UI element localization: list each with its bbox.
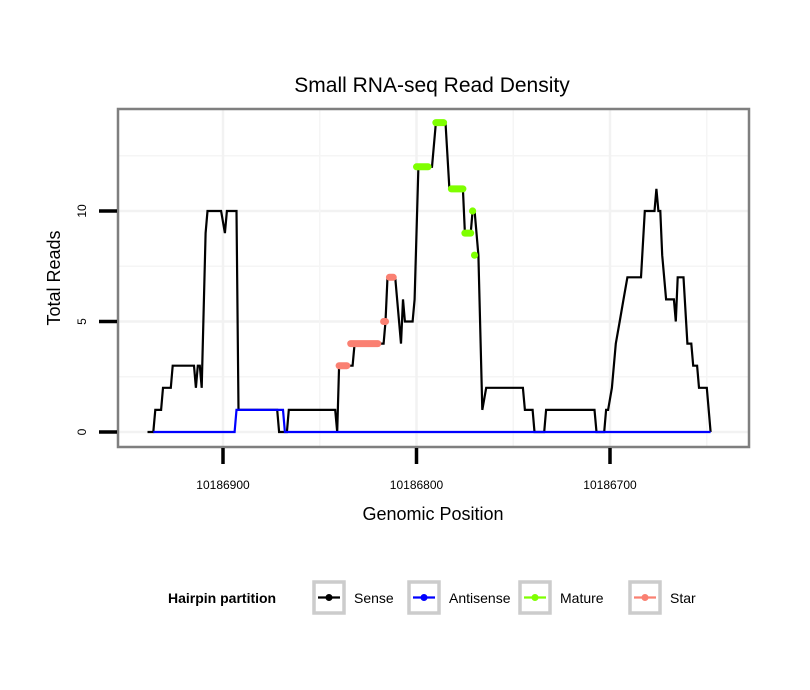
legend-title: Hairpin partition: [168, 590, 276, 606]
chart-title: Small RNA-seq Read Density: [294, 74, 570, 97]
x-tick-label: 10186800: [390, 478, 444, 492]
plot-panel: [116, 107, 751, 449]
legend-key-point: [641, 594, 649, 601]
legend-item-star: Star: [628, 580, 696, 615]
legend-label: Mature: [560, 590, 604, 606]
legend-label: Antisense: [449, 590, 511, 606]
x-axis: 10186900 10186800 10186700: [196, 448, 637, 492]
series-point-mature: [469, 207, 477, 215]
legend-item-antisense: Antisense: [407, 580, 511, 615]
legend-item-sense: Sense: [312, 580, 394, 615]
y-tick-label: 10: [75, 204, 89, 218]
x-axis-title: Genomic Position: [362, 504, 503, 524]
y-tick-label: 5: [75, 318, 89, 325]
series-line-sense: [147, 121, 712, 434]
legend-label: Sense: [354, 590, 394, 606]
y-axis: 0 5 10: [75, 204, 117, 435]
series-point-mature: [470, 251, 479, 259]
panel-border: [116, 107, 751, 449]
legend: Hairpin partition Sense Antisense Mature St…: [168, 580, 696, 615]
legend-entries: Sense Antisense Mature Star: [312, 580, 696, 615]
x-tick-label: 10186700: [583, 478, 637, 492]
legend-item-mature: Mature: [518, 580, 604, 615]
series-line-antisense: [153, 408, 711, 434]
x-tick-label: 10186900: [196, 478, 250, 492]
legend-key-point: [531, 594, 539, 601]
legend-key-point: [420, 594, 428, 601]
legend-label: Star: [670, 590, 696, 606]
series-layer: [147, 119, 712, 434]
y-axis-title: Total Reads: [44, 230, 64, 325]
y-tick-label: 0: [75, 428, 89, 435]
legend-key-point: [325, 594, 333, 601]
